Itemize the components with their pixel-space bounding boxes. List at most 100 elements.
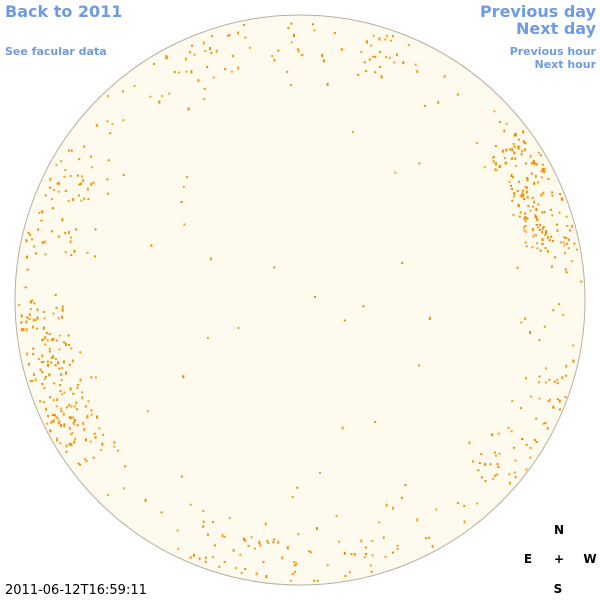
facula: [364, 546, 367, 549]
facula: [237, 31, 239, 35]
facula: [385, 503, 388, 507]
facula: [70, 433, 73, 436]
facula: [20, 314, 23, 318]
compass-center: +: [553, 552, 565, 566]
facula: [46, 422, 49, 425]
facula: [484, 480, 487, 483]
facula: [49, 429, 52, 433]
facula: [79, 378, 82, 382]
facula: [237, 66, 240, 70]
facula: [184, 57, 187, 61]
facula: [48, 350, 51, 353]
facula: [535, 441, 538, 443]
facula: [36, 316, 39, 320]
facula: [221, 534, 224, 538]
facula: [51, 420, 54, 423]
facula: [55, 405, 58, 408]
facula: [520, 152, 523, 156]
facula: [60, 372, 63, 376]
facula: [294, 571, 296, 573]
facula: [556, 223, 558, 226]
facula: [561, 376, 564, 380]
facula: [392, 551, 394, 554]
facula: [556, 378, 559, 381]
facula: [173, 71, 176, 74]
facula: [206, 336, 209, 339]
facula: [68, 404, 71, 407]
facula: [277, 49, 280, 52]
facula: [56, 182, 59, 185]
facula: [514, 459, 517, 462]
facula: [50, 356, 53, 359]
facula: [507, 427, 510, 429]
facula: [505, 161, 508, 165]
facula: [341, 426, 344, 430]
facula: [87, 400, 90, 403]
facula: [566, 242, 569, 245]
facula: [187, 107, 190, 111]
facula: [313, 29, 316, 32]
facular-data-link[interactable]: See facular data: [5, 45, 107, 58]
facula: [73, 418, 76, 422]
facula: [518, 145, 521, 148]
next-hour-link[interactable]: Next hour: [534, 58, 597, 71]
facula: [427, 536, 430, 539]
facula: [107, 159, 110, 162]
facula: [250, 536, 253, 539]
facula: [326, 83, 329, 86]
facula: [39, 400, 42, 403]
facula: [41, 371, 44, 373]
facula: [234, 567, 237, 570]
facula: [94, 228, 97, 231]
facula: [531, 228, 534, 232]
facula: [43, 378, 46, 381]
facula: [106, 120, 109, 123]
facula: [218, 565, 221, 568]
facula: [153, 62, 155, 65]
facula: [456, 93, 459, 96]
facula: [543, 325, 546, 328]
facula: [524, 162, 527, 165]
facula: [560, 241, 562, 244]
facula: [505, 122, 508, 125]
facula: [28, 317, 31, 320]
facula: [401, 261, 404, 264]
facula: [58, 348, 61, 351]
next-day-link[interactable]: Next day: [516, 19, 596, 38]
facula: [529, 154, 532, 158]
facula: [63, 341, 66, 344]
facula: [566, 224, 569, 227]
facula: [533, 181, 536, 185]
facula: [541, 230, 544, 234]
facula: [510, 158, 513, 161]
facula: [523, 226, 526, 229]
facula: [73, 249, 76, 253]
facula: [67, 200, 70, 202]
facula: [68, 442, 71, 446]
facula: [575, 248, 578, 251]
facula: [80, 199, 83, 202]
facula: [98, 427, 101, 430]
facula: [68, 426, 71, 430]
facula: [552, 405, 555, 409]
facula: [81, 391, 83, 394]
facula: [522, 130, 525, 134]
facula: [522, 140, 525, 144]
back-link[interactable]: Back to 2011: [5, 2, 123, 21]
facula: [382, 536, 385, 539]
facula: [67, 334, 70, 337]
facula: [66, 406, 69, 409]
facula: [204, 50, 207, 52]
facula: [498, 121, 501, 123]
facula: [204, 556, 207, 559]
previous-hour-link[interactable]: Previous hour: [509, 45, 596, 58]
facula: [95, 376, 97, 379]
previous-day-link[interactable]: Previous day: [479, 2, 596, 21]
facula: [512, 446, 515, 449]
facula: [212, 76, 215, 79]
facula: [514, 157, 517, 160]
facula: [52, 337, 55, 341]
facula: [43, 240, 46, 244]
facula: [60, 379, 63, 382]
facula: [501, 149, 504, 153]
